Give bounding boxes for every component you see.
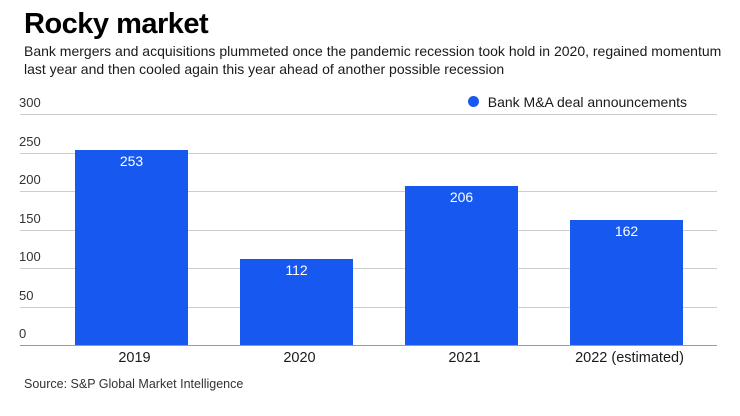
x-axis-line [20, 345, 717, 346]
x-tick-label: 2019 [118, 350, 151, 366]
x-tick-label: 2020 [283, 350, 316, 366]
y-tick-label: 0 [19, 326, 27, 341]
chart-subtitle: Bank mergers and acquisitions plummeted … [24, 43, 722, 77]
page-title: Rocky market [24, 8, 209, 40]
y-tick-label: 50 [19, 287, 34, 303]
y-tick-label: 100 [19, 249, 41, 264]
legend-label: Bank M&A deal announcements [487, 93, 687, 110]
bar-value-label: 206 [449, 189, 474, 206]
bar-value-label: 253 [119, 153, 144, 170]
gridline [20, 152, 717, 154]
legend-marker-icon [467, 96, 479, 107]
gridline [20, 268, 717, 269]
y-tick-label: 300 [19, 95, 41, 110]
y-tick-label: 250 [19, 133, 41, 149]
bar-2021: 206 [405, 186, 518, 345]
legend: Bank M&A deal announcements [467, 93, 687, 110]
bar-2020: 112 [240, 258, 353, 345]
x-tick-label: 2022 (estimated) [575, 350, 684, 366]
bar-2019: 253 [75, 150, 188, 345]
gridline [20, 191, 717, 192]
gridline [20, 306, 717, 308]
source-note: Source: S&P Global Market Intelligence [24, 377, 244, 391]
bar-2022-estimated-: 162 [570, 220, 683, 345]
bar-value-label: 162 [614, 223, 639, 240]
x-tick-label: 2021 [448, 350, 481, 366]
gridline [20, 114, 717, 115]
gridline [20, 229, 717, 231]
y-tick-label: 200 [19, 172, 41, 187]
y-tick-label: 150 [19, 210, 41, 226]
bar-value-label: 112 [285, 261, 308, 278]
